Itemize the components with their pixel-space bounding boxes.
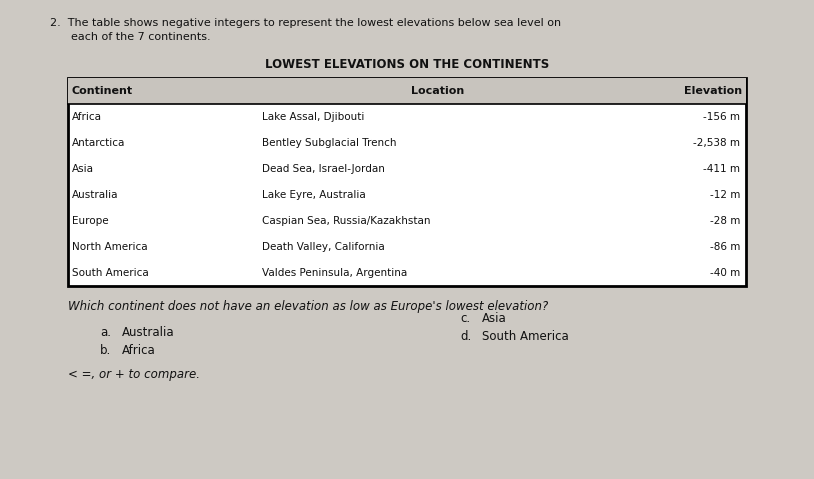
Text: Death Valley, California: Death Valley, California [262, 242, 385, 252]
Bar [68, 78, 746, 286]
Text: d.: d. [460, 330, 471, 343]
Text: c.: c. [460, 312, 470, 325]
Text: Australia: Australia [122, 326, 175, 339]
Text: -28 m: -28 m [710, 216, 740, 226]
Text: South America: South America [482, 330, 569, 343]
Text: a.: a. [100, 326, 111, 339]
Text: -411 m: -411 m [703, 164, 740, 174]
Text: Caspian Sea, Russia/Kazakhstan: Caspian Sea, Russia/Kazakhstan [262, 216, 431, 226]
Text: -86 m: -86 m [710, 242, 740, 252]
Text: Asia: Asia [72, 164, 94, 174]
Text: -156 m: -156 m [703, 112, 740, 122]
Text: Asia: Asia [482, 312, 507, 325]
Text: Australia: Australia [72, 190, 119, 200]
Text: each of the 7 continents.: each of the 7 continents. [50, 32, 211, 42]
Text: Which continent does not have an elevation as low as Europe's lowest elevation?: Which continent does not have an elevati… [68, 300, 549, 313]
Text: Antarctica: Antarctica [72, 138, 125, 148]
Text: < =, or + to compare.: < =, or + to compare. [68, 368, 200, 381]
Text: Valdes Peninsula, Argentina: Valdes Peninsula, Argentina [262, 268, 407, 278]
Text: Lake Eyre, Australia: Lake Eyre, Australia [262, 190, 365, 200]
Text: 2.  The table shows negative integers to represent the lowest elevations below s: 2. The table shows negative integers to … [50, 18, 561, 28]
Text: -40 m: -40 m [710, 268, 740, 278]
Text: Europe: Europe [72, 216, 108, 226]
Bar [68, 78, 746, 104]
Text: Location: Location [411, 86, 465, 96]
Text: North America: North America [72, 242, 147, 252]
Text: Africa: Africa [122, 344, 155, 357]
Text: Continent: Continent [72, 86, 133, 96]
Text: Lake Assal, Djibouti: Lake Assal, Djibouti [262, 112, 365, 122]
Text: Africa: Africa [72, 112, 102, 122]
Text: Elevation: Elevation [684, 86, 742, 96]
Text: Bentley Subglacial Trench: Bentley Subglacial Trench [262, 138, 396, 148]
Text: South America: South America [72, 268, 149, 278]
Text: b.: b. [100, 344, 112, 357]
Text: -2,538 m: -2,538 m [693, 138, 740, 148]
Text: -12 m: -12 m [710, 190, 740, 200]
Text: LOWEST ELEVATIONS ON THE CONTINENTS: LOWEST ELEVATIONS ON THE CONTINENTS [265, 58, 549, 71]
Text: Dead Sea, Israel-Jordan: Dead Sea, Israel-Jordan [262, 164, 385, 174]
